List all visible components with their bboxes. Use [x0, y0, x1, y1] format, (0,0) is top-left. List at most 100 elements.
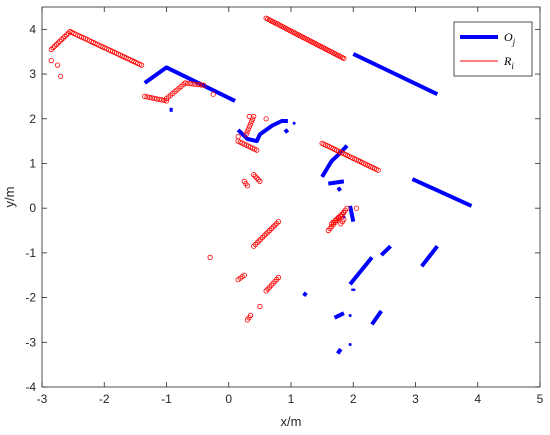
- r-point: [54, 62, 61, 68]
- r-point: [57, 38, 63, 44]
- x-tick-label: 5: [537, 392, 544, 406]
- r-point: [156, 96, 162, 103]
- r-point: [254, 175, 260, 181]
- o-dot: [348, 343, 352, 347]
- r-point: [243, 131, 249, 137]
- r-point: [154, 96, 160, 102]
- o-segment: [348, 256, 374, 286]
- legend-label-o: Oj: [504, 30, 516, 47]
- r-point: [246, 113, 252, 120]
- r-point: [257, 303, 263, 310]
- r-point: [274, 220, 280, 226]
- r-point: [246, 124, 252, 130]
- x-tick-label: 4: [474, 392, 481, 406]
- r-point: [235, 134, 241, 140]
- r-point: [254, 147, 260, 153]
- o-segment: [379, 244, 392, 257]
- x-tick-label: -2: [99, 392, 110, 406]
- r-point: [247, 312, 254, 319]
- r-point: [263, 116, 269, 122]
- y-tick-label: 3: [29, 67, 36, 81]
- y-tick-label: 2: [29, 112, 36, 126]
- r-point: [252, 173, 258, 179]
- legend: Oj Ri: [453, 21, 533, 77]
- o-segment: [328, 179, 345, 186]
- y-tick-label: 0: [29, 201, 36, 215]
- x-tick-label: 3: [412, 392, 419, 406]
- r-point: [247, 121, 253, 127]
- r-point: [144, 94, 150, 100]
- r-point: [257, 178, 263, 184]
- o-segment: [302, 291, 308, 298]
- x-tick-label: 2: [350, 392, 357, 406]
- r-point: [64, 32, 70, 38]
- y-tick-label: 4: [29, 22, 36, 36]
- r-point: [244, 129, 250, 135]
- r-point: [48, 57, 54, 64]
- r-point: [195, 82, 202, 88]
- r-point: [149, 95, 155, 101]
- legend-label-r-sub: i: [511, 61, 514, 71]
- o-segment: [336, 347, 343, 355]
- r-point: [58, 73, 64, 79]
- r-point: [210, 91, 216, 97]
- r-point: [50, 45, 56, 51]
- r-point: [255, 177, 261, 183]
- x-tick-label: -3: [37, 392, 48, 406]
- legend-box: [453, 21, 533, 77]
- r-point: [337, 213, 343, 219]
- r-point: [185, 80, 191, 86]
- y-tick-label: -3: [25, 335, 36, 349]
- r-point: [251, 172, 257, 178]
- r-point: [182, 80, 188, 86]
- r-point: [62, 33, 68, 40]
- r-point: [244, 183, 250, 189]
- r-point: [193, 81, 199, 87]
- legend-label-r: Ri: [503, 54, 514, 71]
- r-point: [201, 82, 207, 88]
- o-segment: [283, 128, 290, 134]
- r-point: [241, 272, 247, 278]
- o-segment: [370, 309, 383, 326]
- r-point: [341, 55, 347, 62]
- o-dot: [292, 121, 296, 125]
- r-point: [248, 119, 255, 125]
- r-point: [142, 93, 148, 100]
- x-axis-label: x/m: [281, 414, 302, 429]
- o-segment: [336, 186, 342, 192]
- y-tick-label: -4: [25, 380, 36, 394]
- o-dot: [348, 313, 352, 317]
- r-point: [198, 82, 204, 88]
- o-segment: [348, 205, 356, 222]
- y-axis-label: y/m: [2, 187, 17, 208]
- r-point: [341, 216, 347, 222]
- legend-label-o-main: O: [504, 30, 513, 44]
- r-point: [53, 41, 60, 48]
- r-point: [341, 210, 347, 216]
- r-point: [52, 43, 58, 49]
- legend-label-o-sub: j: [512, 37, 516, 47]
- o-segment: [352, 52, 439, 97]
- r-point: [344, 205, 350, 211]
- o-segment: [420, 244, 439, 268]
- x-tick-label: -1: [161, 392, 172, 406]
- r-point: [55, 40, 61, 46]
- y-tick-label: 1: [29, 156, 36, 170]
- r-point: [353, 205, 359, 211]
- r-point: [207, 254, 213, 260]
- r-point: [375, 167, 381, 173]
- x-tick-label: 0: [225, 392, 232, 406]
- r-point: [187, 81, 194, 87]
- r-point: [159, 97, 165, 103]
- o-segment: [143, 65, 236, 103]
- r-point: [58, 37, 65, 43]
- r-point: [275, 219, 282, 225]
- o-segment: [333, 311, 345, 320]
- data-marks: [48, 15, 473, 355]
- r-point: [139, 62, 145, 68]
- o-segment: [236, 119, 288, 144]
- r-point: [245, 126, 251, 132]
- o-segment: [320, 144, 349, 178]
- r-point: [65, 30, 71, 36]
